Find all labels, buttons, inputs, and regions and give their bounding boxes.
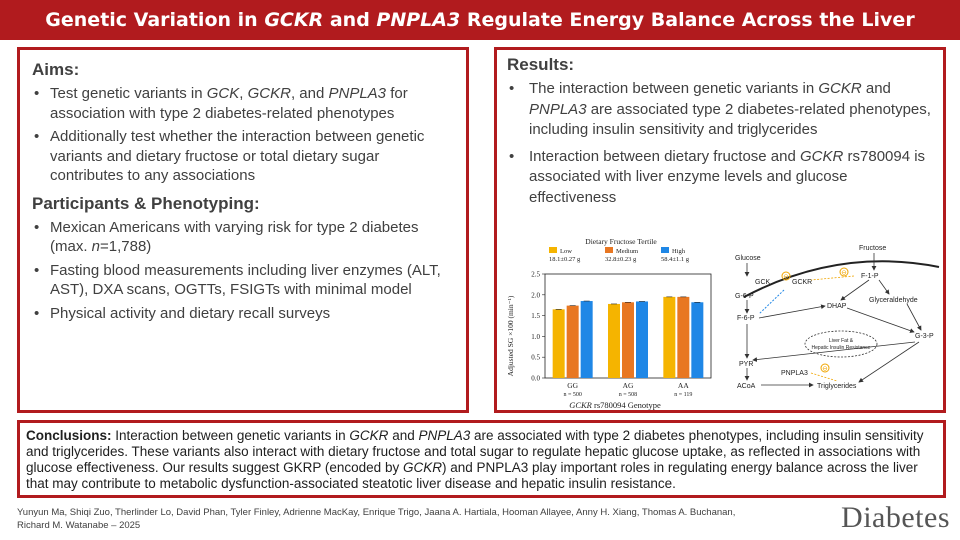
authors-line1: Yunyun Ma, Shiqi Zuo, Therlinder Lo, Dav…: [17, 507, 736, 518]
y-tick-label: 0.0: [531, 375, 540, 383]
legend-subtitle: 32.8±0.23 g: [605, 256, 637, 263]
x-tick-label: GG: [567, 381, 578, 390]
participants-item: Fasting blood measurements including liv…: [32, 261, 454, 300]
aims-item: Additionally test whether the interactio…: [32, 127, 454, 186]
fructose-tertile-chart: Dietary Fructose Tertile Low 18.1±0.27 g M…: [503, 236, 717, 411]
authors-line2: Richard M. Watanabe – 2025: [17, 520, 141, 531]
diagram-pnpla3: PNPLA3: [781, 370, 808, 377]
diagram-liver-fat-1: Liver Fat &: [829, 338, 854, 344]
participants-list: Mexican Americans with varying risk for …: [32, 218, 454, 324]
title-part1: Genetic Variation in: [45, 9, 258, 31]
diagram-liver-fat-2: Hepatic Insulin Resistance: [812, 345, 871, 351]
x-tick-label: AG: [623, 381, 634, 390]
diagram-g3p: G-3-P: [915, 333, 934, 340]
y-tick-label: 2.5: [531, 271, 540, 279]
title-gene1: GCKR: [264, 9, 324, 31]
bar: [663, 296, 676, 378]
page-title: Genetic Variation in GCKR and PNPLA3 Reg…: [0, 0, 960, 40]
legend-subtitle: 58.4±1.1 g: [661, 256, 690, 263]
y-tick-label: 1.0: [531, 333, 540, 341]
x-tick-n: n = 508: [619, 392, 637, 398]
title-part3: Regulate Energy Balance Across the Liver: [466, 9, 915, 31]
y-tick-label: 1.5: [531, 312, 540, 320]
results-panel: Results: The interaction between genetic…: [494, 47, 946, 413]
participants-item: Physical activity and dietary recall sur…: [32, 304, 454, 324]
diagram-acoa: ACoA: [737, 383, 756, 390]
bar: [622, 302, 634, 378]
bar: [636, 301, 648, 378]
aims-panel: Aims: Test genetic variants in GCK, GCKR…: [17, 47, 469, 413]
legend-swatch: [661, 247, 669, 253]
title-gene2: PNPLA3: [376, 9, 461, 31]
aims-heading: Aims:: [32, 60, 80, 79]
diagram-fructose: Fructose: [859, 245, 886, 252]
y-tick-label: 0.5: [531, 354, 540, 362]
diagram-dhap: DHAP: [827, 303, 847, 310]
diagram-f6p: F-6-P: [737, 315, 755, 322]
aims-item: Test genetic variants in GCK, GCKR, and …: [32, 84, 454, 123]
chart-title: Dietary Fructose Tertile: [585, 237, 657, 246]
results-list: The interaction between genetic variants…: [507, 79, 933, 208]
bar: [566, 305, 579, 378]
aims-list: Test genetic variants in GCK, GCKR, and …: [32, 84, 454, 186]
conclusions-box: Conclusions: Interaction between genetic…: [17, 420, 946, 498]
x-tick-n: n = 500: [563, 392, 581, 398]
results-heading: Results:: [507, 55, 575, 74]
journal-logo: Diabetes: [841, 501, 950, 534]
pathway-svg: Fructose Glucose GCK GCKR ⊖ F-1-P ⊖ G-6-…: [735, 245, 940, 390]
legend-label: Low: [560, 248, 572, 255]
diagram-glucose: Glucose: [735, 255, 761, 262]
legend-swatch: [549, 247, 557, 253]
participants-heading: Participants & Phenotyping:: [32, 193, 260, 213]
inhibit-icon: [839, 267, 849, 277]
svg-text:⊖: ⊖: [822, 366, 828, 373]
legend-label: Medium: [616, 248, 638, 255]
title-part2: and: [329, 9, 370, 31]
diagram-gckr: GCKR: [792, 279, 812, 286]
diagram-g6p: G-6-P: [735, 293, 754, 300]
legend-label: High: [672, 248, 686, 255]
diagram-pyr: PYR: [739, 361, 753, 368]
conclusions-label: Conclusions:: [26, 428, 112, 443]
y-axis-label: Adjusted SG ×100 (min⁻¹): [506, 295, 515, 376]
svg-text:⊖: ⊖: [783, 274, 789, 281]
legend-swatch: [605, 247, 613, 253]
participants-item: Mexican Americans with varying risk for …: [32, 218, 454, 257]
x-tick-label: AA: [678, 381, 689, 390]
inhibit-icon: [820, 363, 830, 373]
diagram-triglycerides: Triglycerides: [817, 383, 857, 390]
x-axis-label: GCKR rs780094 Genotype: [569, 400, 661, 410]
cell-membrane: [743, 260, 940, 298]
bar: [580, 301, 593, 378]
legend-subtitle: 18.1±0.27 g: [549, 256, 581, 263]
bar: [691, 302, 704, 378]
results-item: The interaction between genetic variants…: [507, 79, 933, 141]
bar: [552, 309, 565, 378]
y-tick-label: 2.0: [531, 291, 540, 299]
inhibit-icon: [781, 271, 791, 281]
diagram-glyceraldehyde: Glyceraldehyde: [869, 297, 918, 304]
x-tick-n: n = 119: [674, 392, 692, 398]
results-item: Interaction between dietary fructose and…: [507, 147, 933, 209]
bar: [608, 303, 620, 378]
authors: Yunyun Ma, Shiqi Zuo, Therlinder Lo, Dav…: [17, 506, 817, 532]
svg-text:⊖: ⊖: [841, 270, 847, 277]
bar: [677, 296, 690, 378]
diagram-gck: GCK: [755, 279, 771, 286]
liver-fat-ellipse: [804, 330, 878, 358]
diagram-f1p: F-1-P: [861, 273, 879, 280]
pathway-diagram: Fructose Glucose GCK GCKR ⊖ F-1-P ⊖ G-6-…: [729, 242, 941, 392]
